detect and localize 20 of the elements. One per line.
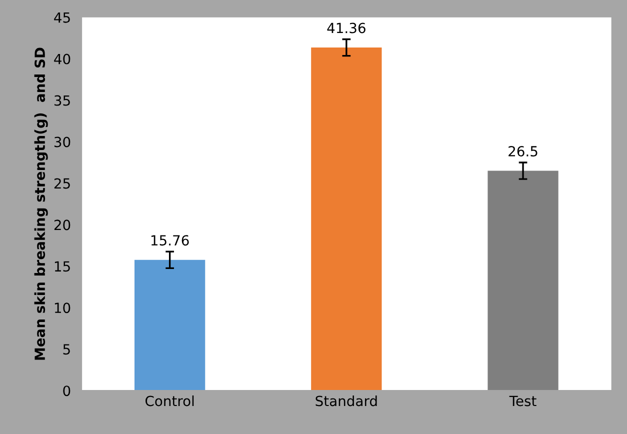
data-label: 15.76	[151, 235, 189, 246]
y-tick-label: 40	[54, 54, 70, 64]
y-tick-label: 10	[54, 302, 70, 314]
data-label: 41.36	[327, 22, 366, 34]
y-tick-label: 25	[54, 178, 70, 189]
x-tick-label: Test	[509, 396, 536, 406]
x-tick-label: Control	[145, 395, 194, 406]
y-tick-label: 20	[54, 220, 70, 230]
y-tick-label: 5	[63, 344, 70, 355]
data-label: 26.5	[508, 146, 538, 156]
bar	[488, 170, 558, 391]
y-tick-label: 15	[54, 261, 70, 272]
y-tick-label: 35	[54, 95, 70, 106]
bar	[134, 260, 206, 391]
x-tick-label: Standard	[316, 395, 377, 406]
y-tick-label: 30	[54, 136, 70, 148]
y-axis-title: Mean skin breaking strength(g) and SD	[34, 48, 48, 360]
bar	[311, 48, 382, 391]
y-tick-label: 0	[63, 386, 70, 396]
y-tick-label: 45	[54, 12, 70, 23]
